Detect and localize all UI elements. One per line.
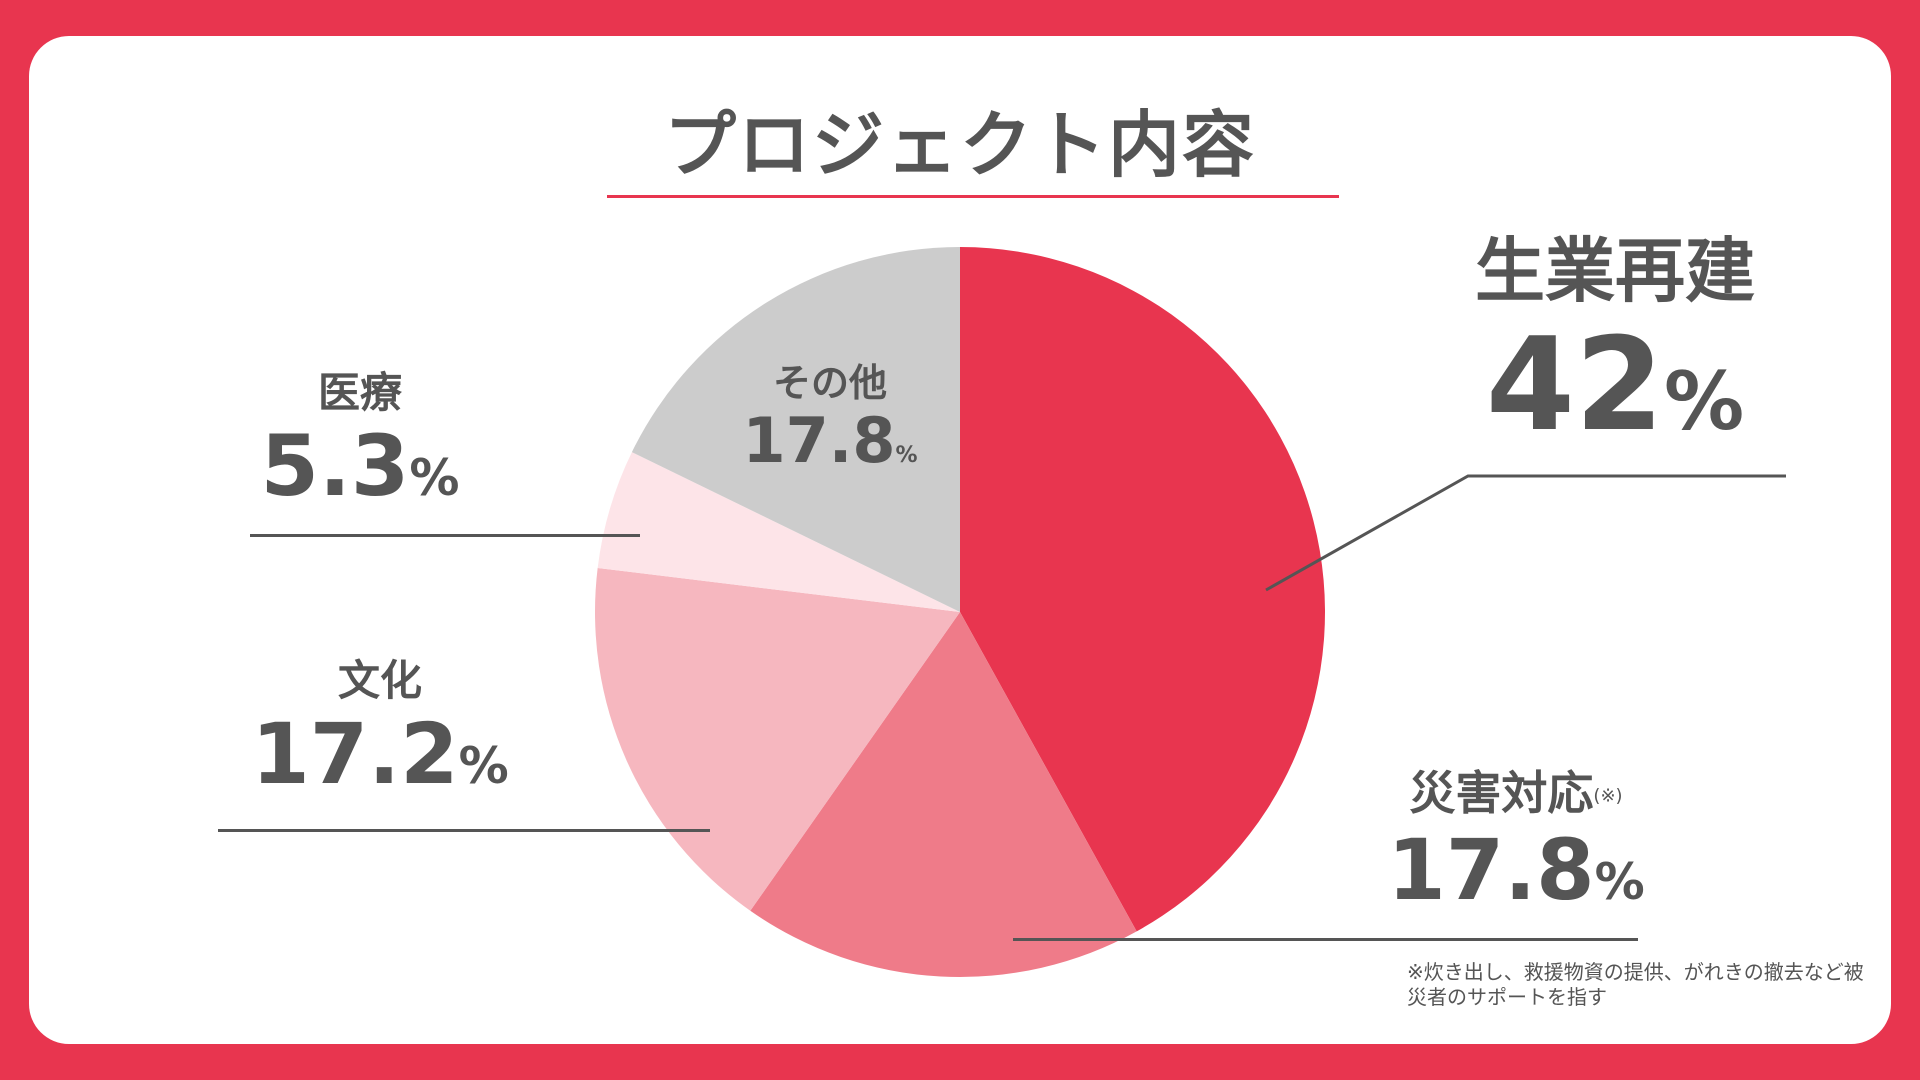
slice-value-4: 5.3	[260, 417, 410, 515]
slice-name-4: 医療	[317, 368, 402, 417]
slice-unit-3: %	[458, 737, 509, 795]
footnote: ※炊き出し、救援物資の提供、がれきの撤去など被災者のサポートを指す	[1407, 960, 1864, 1009]
slice-name-3: 文化	[337, 656, 422, 705]
slice-label-5: その他 17.8%	[730, 364, 930, 472]
pie-slice-1	[960, 247, 1326, 932]
slice-label-1: 生業再建 42%	[1445, 236, 1785, 450]
slice-unit-4: %	[409, 449, 460, 507]
slice-value-1: 42	[1485, 311, 1664, 460]
leader-line-3	[218, 829, 710, 832]
pie-slice-3	[594, 568, 960, 911]
slice-label-4: 医療 5.3%	[230, 368, 490, 509]
title-underline	[607, 195, 1339, 198]
slice-name-2: 災害対応	[1409, 766, 1594, 820]
slice-value-3: 17.2	[251, 705, 459, 803]
leader-line-2	[1013, 938, 1638, 941]
slice-unit-5: %	[895, 443, 918, 468]
slice-unit-1: %	[1663, 355, 1745, 448]
slice-label-2: 災害対応(※) 17.8%	[1366, 770, 1666, 912]
slice-label-3: 文化 17.2%	[230, 656, 530, 797]
chart-title: プロジェクト内容	[663, 103, 1256, 187]
pie-slice-2	[750, 612, 1137, 977]
pie-slices	[594, 247, 1326, 977]
slice-note-2: (※)	[1593, 785, 1623, 807]
leader-line-1	[1265, 474, 1786, 592]
slice-name-5: その他	[772, 361, 887, 405]
slice-value-5: 17.8	[742, 404, 896, 477]
slice-value-2: 17.8	[1387, 821, 1595, 919]
pie-slice-4	[597, 452, 960, 612]
leader-line-4	[250, 534, 640, 537]
slice-name-1: 生業再建	[1475, 230, 1755, 312]
slice-unit-2: %	[1594, 853, 1645, 911]
pie-slice-5	[631, 247, 960, 612]
